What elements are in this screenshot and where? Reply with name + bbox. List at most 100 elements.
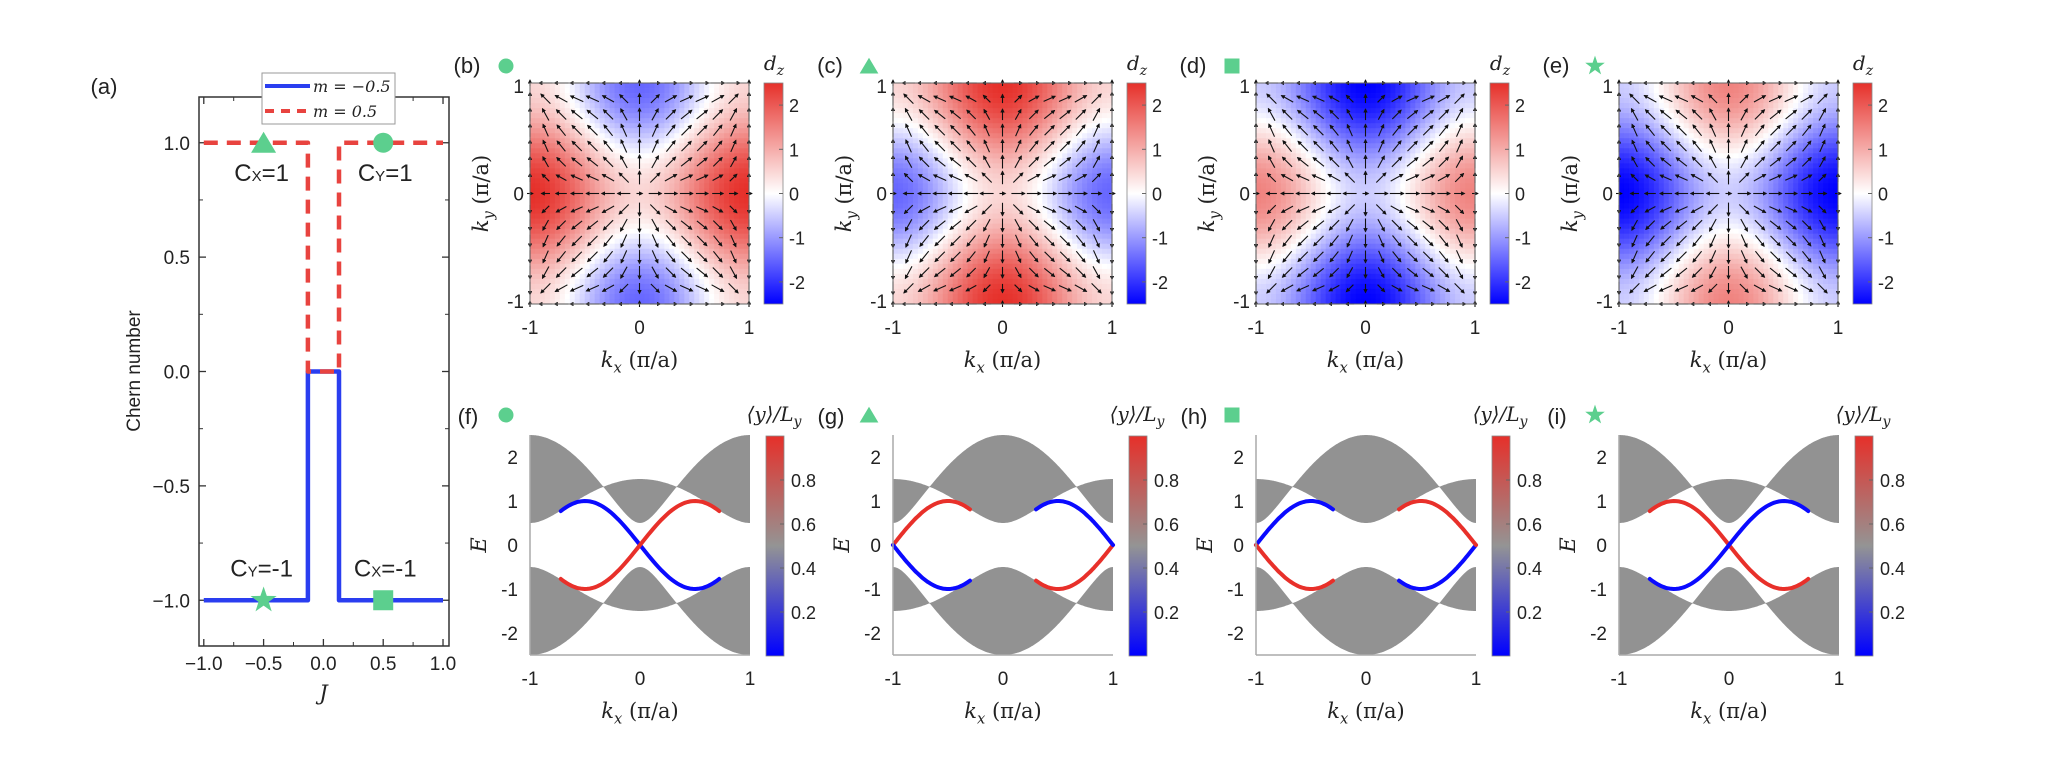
heatmap-cell bbox=[993, 249, 998, 254]
heatmap-cell bbox=[605, 234, 610, 239]
heatmap-cell bbox=[1281, 183, 1286, 188]
heatmap-cell bbox=[1027, 214, 1032, 219]
y-axis-label: ky (π/a) bbox=[832, 155, 860, 233]
heatmap-cell bbox=[595, 183, 600, 188]
heatmap-cell bbox=[610, 88, 615, 93]
y-tick-label: 0.0 bbox=[164, 363, 190, 384]
heatmap-cell bbox=[615, 83, 620, 88]
heatmap-cell bbox=[1042, 93, 1047, 98]
heatmap-cell bbox=[679, 279, 684, 284]
heatmap-cell bbox=[565, 279, 570, 284]
heatmap-cell bbox=[1281, 219, 1286, 224]
colorbar-tick-label: 1 bbox=[789, 140, 799, 160]
heatmap-cell bbox=[659, 143, 664, 148]
heatmap-cell bbox=[1291, 289, 1296, 294]
heatmap-cell bbox=[903, 118, 908, 123]
heatmap-cell bbox=[630, 264, 635, 269]
heatmap-cell bbox=[535, 214, 540, 219]
heatmap-cell bbox=[694, 93, 699, 98]
heatmap-cell bbox=[699, 289, 704, 294]
heatmap-cell bbox=[1256, 289, 1261, 294]
heatmap-cell bbox=[694, 123, 699, 128]
heatmap-cell bbox=[535, 249, 540, 254]
heatmap-cell bbox=[1092, 194, 1097, 199]
heatmap-cell bbox=[1286, 153, 1291, 158]
heatmap-cell bbox=[689, 214, 694, 219]
heatmap-cell bbox=[664, 83, 669, 88]
heatmap-cell bbox=[615, 194, 620, 199]
heatmap-cell bbox=[1261, 294, 1266, 299]
heatmap-cell bbox=[555, 249, 560, 254]
heatmap-cell bbox=[679, 88, 684, 93]
heatmap-cell bbox=[644, 194, 649, 199]
heatmap-cell bbox=[993, 128, 998, 133]
heatmap-cell bbox=[988, 244, 993, 249]
heatmap-cell bbox=[928, 108, 933, 113]
heatmap-cell bbox=[575, 103, 580, 108]
heatmap-cell bbox=[689, 183, 694, 188]
heatmap-cell bbox=[1012, 83, 1017, 88]
heatmap-cell bbox=[600, 249, 605, 254]
panel-label: (b) bbox=[454, 53, 481, 78]
heatmap-cell bbox=[694, 108, 699, 113]
heatmap-cell bbox=[719, 194, 724, 199]
heatmap-cell bbox=[674, 168, 679, 173]
heatmap-cell bbox=[659, 163, 664, 168]
heatmap-cell bbox=[903, 178, 908, 183]
heatmap-cell bbox=[1291, 168, 1296, 173]
heatmap-cell bbox=[893, 274, 898, 279]
heatmap-cell bbox=[630, 249, 635, 254]
heatmap-cell bbox=[625, 143, 630, 148]
y-tick-label: 0 bbox=[513, 185, 524, 206]
heatmap-cell bbox=[679, 83, 684, 88]
heatmap-cell bbox=[1022, 143, 1027, 148]
heatmap-cell bbox=[923, 244, 928, 249]
heatmap-cell bbox=[1256, 153, 1261, 158]
heatmap-cell bbox=[923, 264, 928, 269]
heatmap-cell bbox=[630, 133, 635, 138]
heatmap-cell bbox=[958, 158, 963, 163]
heatmap-cell bbox=[993, 224, 998, 229]
heatmap-cell bbox=[630, 214, 635, 219]
heatmap-cell bbox=[565, 199, 570, 204]
heatmap-cell bbox=[545, 108, 550, 113]
heatmap-cell bbox=[1256, 163, 1261, 168]
heatmap-cell bbox=[1092, 214, 1097, 219]
heatmap-cell bbox=[1032, 88, 1037, 93]
heatmap-cell bbox=[620, 168, 625, 173]
heatmap-cell bbox=[699, 118, 704, 123]
heatmap-cell bbox=[1042, 269, 1047, 274]
heatmap-cell bbox=[1067, 143, 1072, 148]
heatmap-cell bbox=[684, 103, 689, 108]
heatmap-cell bbox=[1092, 118, 1097, 123]
heatmap-cell bbox=[898, 214, 903, 219]
heatmap-cell bbox=[1266, 148, 1271, 153]
heatmap-cell bbox=[1022, 269, 1027, 274]
heatmap-cell bbox=[1306, 224, 1311, 229]
heatmap-cell bbox=[1301, 229, 1306, 234]
heatmap-cell bbox=[590, 103, 595, 108]
heatmap-cell bbox=[973, 194, 978, 199]
heatmap-cell bbox=[1291, 269, 1296, 274]
heatmap-cell bbox=[679, 138, 684, 143]
heatmap-cell bbox=[729, 244, 734, 249]
heatmap-cell bbox=[595, 279, 600, 284]
heatmap-cell bbox=[1047, 138, 1052, 143]
heatmap-cell bbox=[1256, 98, 1261, 103]
heatmap-cell bbox=[729, 118, 734, 123]
heatmap-cell bbox=[640, 173, 645, 178]
heatmap-cell bbox=[943, 83, 948, 88]
heatmap-cell bbox=[1062, 294, 1067, 299]
heatmap-cell bbox=[958, 279, 963, 284]
heatmap-cell bbox=[535, 239, 540, 244]
heatmap-cell bbox=[1281, 128, 1286, 133]
heatmap-cell bbox=[1296, 219, 1301, 224]
colorbar-tick-label: 1 bbox=[1152, 140, 1162, 160]
heatmap-cell bbox=[1102, 239, 1107, 244]
heatmap-cell bbox=[1261, 93, 1266, 98]
heatmap-cell bbox=[948, 118, 953, 123]
heatmap-cell bbox=[978, 204, 983, 209]
heatmap-cell bbox=[1057, 199, 1062, 204]
heatmap-cell bbox=[978, 183, 983, 188]
heatmap-cell bbox=[938, 83, 943, 88]
